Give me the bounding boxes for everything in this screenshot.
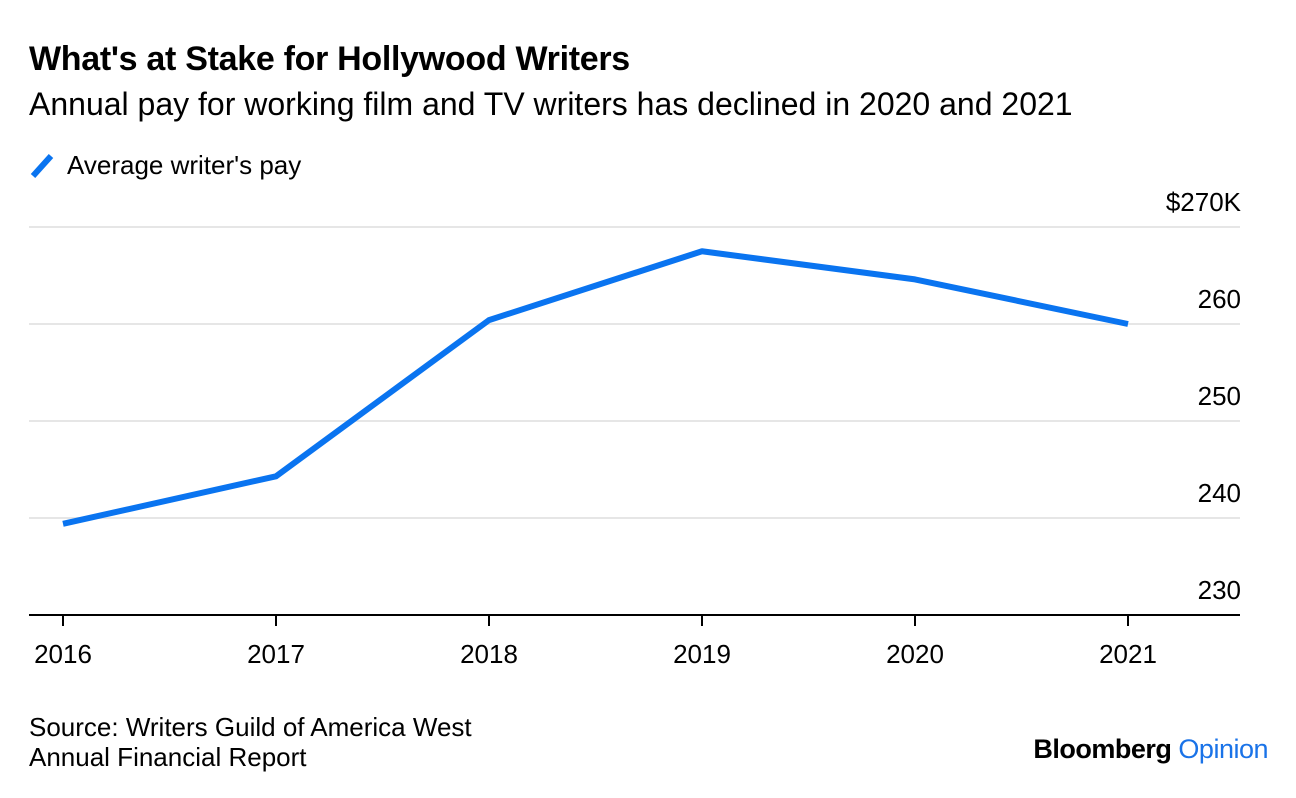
brand-section: Opinion: [1178, 734, 1268, 764]
x-tick-label: 2020: [886, 639, 944, 669]
y-tick-label: 250: [1198, 381, 1241, 411]
x-tick-label: 2016: [34, 639, 92, 669]
data-point-2016: [60, 521, 66, 527]
y-tick-label: 230: [1198, 575, 1241, 605]
legend: Average writer's pay: [29, 148, 301, 182]
source-line-1: Source: Writers Guild of America West: [29, 712, 472, 742]
legend-label: Average writer's pay: [67, 149, 302, 180]
label-layer: 230 240 250 260 $270K 2016 2017 2018 2019 2020 202…: [34, 187, 1242, 669]
x-tick-label: 2017: [247, 639, 305, 669]
source-line-2: Annual Financial Report: [29, 742, 307, 772]
series-line-0: [62, 248, 1129, 527]
legend-swatch-line-icon: [30, 153, 54, 178]
data-point-2019: [699, 248, 705, 254]
grid-layer: [29, 226, 1240, 519]
x-tick-label: 2021: [1099, 639, 1157, 669]
data-point-2018: [486, 317, 492, 323]
data-point-2020: [912, 276, 918, 282]
x-tick-label: 2019: [673, 639, 731, 669]
brand-name: Bloomberg: [1033, 734, 1172, 764]
x-tick-label: 2018: [460, 639, 518, 669]
y-tick-label: 240: [1198, 478, 1241, 508]
data-point-2021: [1125, 321, 1131, 327]
axis-layer: [29, 614, 1240, 626]
chart-title: What's at Stake for Hollywood Writers: [29, 40, 630, 78]
y-tick-label: $270K: [1166, 187, 1242, 217]
series-layer: [60, 248, 1131, 527]
y-tick-label: 260: [1198, 284, 1241, 314]
chart-subtitle: Annual pay for working film and TV write…: [29, 86, 1073, 122]
source-note: Source: Writers Guild of America West An…: [29, 712, 472, 772]
data-point-2017: [273, 473, 279, 479]
brand-logo: Bloomberg Opinion: [1033, 734, 1268, 765]
